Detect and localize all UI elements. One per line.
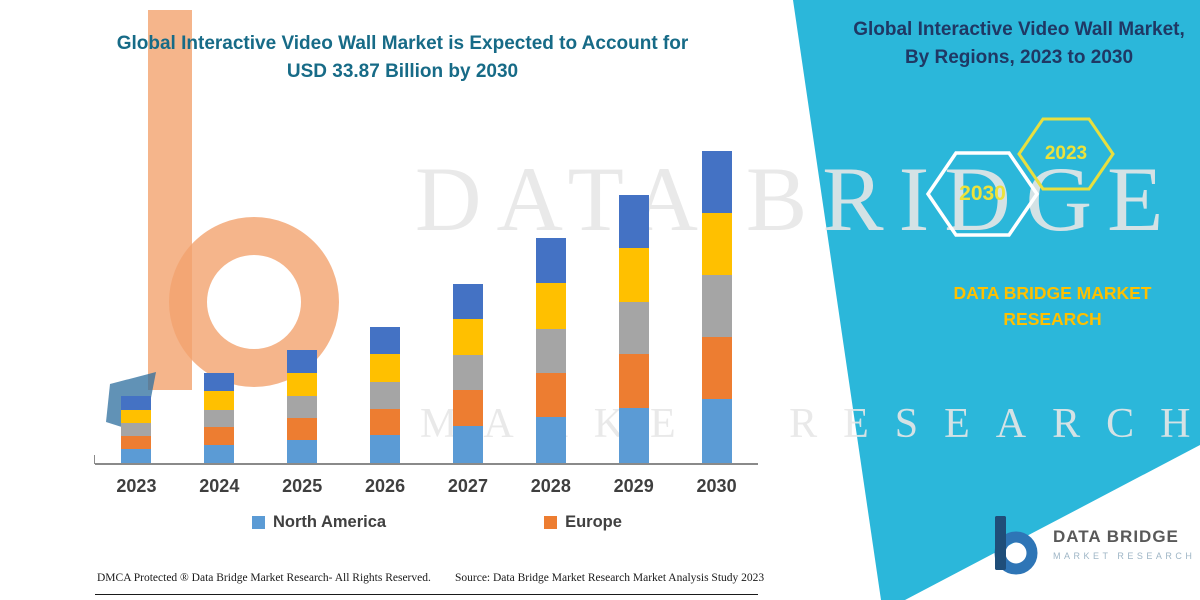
- source-notice: Source: Data Bridge Market Research Mark…: [455, 572, 765, 584]
- logo-ring-shape: [169, 217, 339, 387]
- bar-segment-North America: [618, 407, 649, 463]
- bar-segment-Europe: [701, 336, 732, 400]
- legend-swatch-icon: [544, 516, 558, 529]
- bar-2023: [121, 395, 152, 463]
- bar-segment-series-5-darkblue: [121, 395, 152, 410]
- bar-segment-North America: [121, 449, 152, 463]
- bar-segment-series-3-gray: [535, 328, 566, 373]
- bar-segment-series-4-yellow: [204, 391, 235, 410]
- bar-segment-series-3-gray: [452, 355, 483, 391]
- legend-swatch-icon: [252, 516, 265, 529]
- bar-2024: [204, 372, 235, 463]
- bar-segment-Europe: [121, 436, 152, 450]
- bar-segment-Europe: [452, 390, 483, 427]
- plot-area: [94, 146, 758, 465]
- bar-segment-Europe: [535, 372, 566, 417]
- hexagon-outline-yellow: [1017, 117, 1115, 191]
- x-label-2024: 2024: [199, 476, 240, 496]
- x-label-2028: 2028: [530, 476, 571, 496]
- hexagon-year-2030: 2030: [959, 182, 1006, 205]
- bar-segment-North America: [287, 440, 318, 463]
- hexagon-year-2023: 2023: [1044, 143, 1088, 164]
- bar-2026: [370, 326, 401, 463]
- bar-segment-Europe: [370, 408, 401, 436]
- footer-logo-subtitle: MARKET RESEARCH: [1053, 551, 1196, 561]
- bar-segment-series-5-darkblue: [204, 372, 235, 392]
- x-axis-labels: 2023 2024 2025 2026 2027 2028 2029 2030: [95, 476, 758, 497]
- bar-segment-series-4-yellow: [287, 372, 318, 396]
- bar-segment-series-5-darkblue: [618, 195, 649, 249]
- bar-segment-series-5-darkblue: [452, 283, 483, 320]
- bar-segment-series-3-gray: [701, 275, 732, 337]
- bar-segment-series-3-gray: [204, 409, 235, 428]
- footer-divider: [95, 594, 758, 595]
- footer-logo-text: DATA BRIDGE MARKET RESEARCH: [1053, 527, 1195, 561]
- hexagon-2030: 2030: [925, 150, 1040, 238]
- bar-segment-Europe: [287, 417, 318, 440]
- chart-title: Global Interactive Video Wall Market is …: [116, 33, 689, 82]
- bar-segment-series-4-yellow: [618, 248, 649, 302]
- watermark-databridge: DATA BRIDGE: [415, 148, 1179, 250]
- bar-segment-series-4-yellow: [452, 319, 483, 356]
- bar-segment-North America: [535, 416, 566, 463]
- bar-segment-series-3-gray: [121, 423, 152, 437]
- x-label-2025: 2025: [282, 476, 323, 496]
- bar-segment-series-4-yellow: [535, 283, 566, 329]
- x-label-2029: 2029: [613, 476, 654, 496]
- bar-segment-series-4-yellow: [701, 212, 732, 276]
- bar-segment-North America: [370, 435, 401, 463]
- bar-2027: [452, 283, 483, 463]
- hexagon-2023: 2023: [1016, 116, 1116, 192]
- bar-2025: [287, 349, 318, 463]
- hexagon-outline-white: [925, 151, 1040, 237]
- bar-segment-series-5-darkblue: [701, 151, 732, 213]
- x-label-2026: 2026: [365, 476, 406, 496]
- bar-2029: [618, 195, 649, 463]
- bar-2030: [701, 151, 732, 463]
- bar-segment-series-3-gray: [370, 382, 401, 409]
- bar-segment-North America: [204, 444, 235, 463]
- footer-logo-name: DATA BRIDGE: [1053, 527, 1179, 546]
- legend-item-europe: Europe: [544, 513, 622, 532]
- databridge-logo-watermark-icon: [102, 2, 347, 452]
- bar-segment-series-3-gray: [287, 395, 318, 418]
- bar-segment-series-4-yellow: [121, 409, 152, 424]
- legend-label: North America: [273, 513, 387, 531]
- x-label-2030: 2030: [696, 476, 737, 496]
- bar-segment-series-5-darkblue: [370, 326, 401, 355]
- bar-segment-series-5-darkblue: [287, 349, 318, 373]
- legend-item-north-america: North America: [252, 513, 386, 532]
- bar-segment-North America: [452, 426, 483, 463]
- databridge-footer-logo: DATA BRIDGE MARKET RESEARCH: [985, 512, 1195, 576]
- brand-text: DATA BRIDGE MARKET RESEARCH: [953, 283, 1152, 330]
- dmca-notice: DMCA Protected ® Data Bridge Market Rese…: [97, 572, 431, 584]
- x-label-2023: 2023: [116, 476, 157, 496]
- bar-segment-North America: [701, 399, 732, 463]
- legend: North America Europe: [252, 513, 622, 532]
- x-label-2027: 2027: [447, 476, 488, 496]
- bar-2028: [535, 238, 566, 463]
- databridge-logo-icon: [994, 516, 1038, 575]
- bar-segment-Europe: [204, 427, 235, 445]
- bar-segment-series-4-yellow: [370, 354, 401, 383]
- bar-segment-Europe: [618, 354, 649, 408]
- bar-segment-series-5-darkblue: [535, 238, 566, 284]
- panel-title: Global Interactive Video Wall Market, By…: [853, 19, 1185, 68]
- legend-label: Europe: [565, 513, 622, 531]
- bar-segment-series-3-gray: [618, 301, 649, 355]
